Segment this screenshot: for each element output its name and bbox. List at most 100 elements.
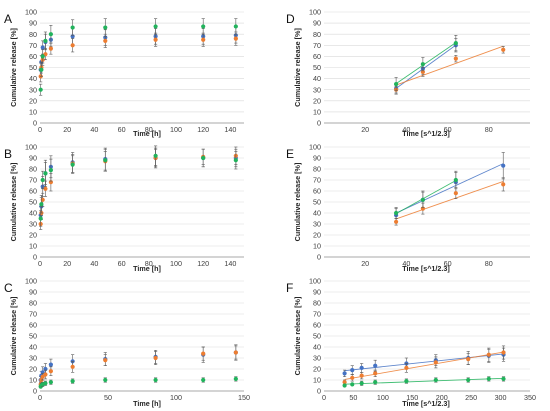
data-point (43, 372, 48, 377)
y-tick-label: 70 (29, 310, 37, 319)
data-point (43, 171, 48, 176)
data-point (501, 163, 506, 168)
data-point (39, 202, 44, 207)
data-point (39, 67, 44, 72)
x-tick-label: 60 (118, 125, 126, 134)
trendline-orange (395, 181, 504, 220)
y-tick-label: 30 (313, 220, 321, 229)
data-point (70, 25, 75, 30)
x-tick-label: 60 (444, 259, 452, 268)
data-point (48, 32, 53, 37)
data-point (70, 43, 75, 48)
y-tick-label: 90 (29, 154, 37, 163)
data-point (153, 37, 158, 42)
x-tick-label: 40 (402, 259, 410, 268)
y-tick-label: 100 (25, 277, 37, 286)
y-tick-label: 20 (313, 231, 321, 240)
series-orange (38, 146, 238, 230)
data-point (394, 210, 399, 216)
series-green (394, 170, 458, 219)
data-point (153, 24, 158, 29)
y-tick-label: 100 (309, 8, 321, 17)
panel-letter: E (286, 147, 294, 161)
series-orange (38, 345, 238, 387)
x-tick-label: 120 (197, 259, 209, 268)
y-tick-label: 100 (25, 8, 37, 17)
data-point (233, 376, 238, 381)
data-point (466, 377, 471, 383)
data-point (404, 379, 409, 384)
data-point (48, 380, 53, 385)
data-point (501, 350, 506, 355)
x-tick-label: 40 (402, 125, 410, 134)
x-tick-label: 20 (361, 125, 369, 134)
y-tick-label: 20 (29, 231, 37, 240)
data-point (453, 177, 458, 183)
data-point (486, 352, 491, 357)
y-tick-label: 90 (29, 19, 37, 28)
panel-letter: D (286, 12, 295, 26)
data-point (466, 357, 471, 362)
y-tick-label: 50 (29, 332, 37, 341)
x-tick-label: 140 (224, 125, 236, 134)
series-blue (38, 27, 238, 77)
x-tick-label: 20 (63, 259, 71, 268)
data-point (453, 40, 458, 46)
trendline-blue (395, 163, 504, 214)
x-tick-label: 20 (361, 259, 369, 268)
y-tick-label: 70 (313, 176, 321, 185)
y-axis-title: Cumulative release [%] (9, 297, 18, 376)
y-tick-label: 10 (313, 376, 321, 385)
data-point (48, 369, 53, 374)
x-tick-label: 100 (170, 259, 182, 268)
y-tick-label: 100 (25, 143, 37, 152)
series-blue (38, 147, 238, 225)
y-tick-label: 30 (29, 220, 37, 229)
data-point (103, 38, 108, 43)
data-point (420, 197, 425, 202)
y-tick-label: 40 (313, 343, 321, 352)
data-point (404, 365, 409, 370)
data-point (359, 365, 364, 370)
y-tick-label: 0 (317, 387, 321, 396)
data-point (453, 56, 458, 61)
y-tick-label: 80 (313, 299, 321, 308)
data-point (359, 381, 364, 386)
data-point (453, 191, 458, 196)
series-green (342, 376, 506, 388)
y-axis-title: Cumulative release [%] (9, 163, 18, 242)
data-point (433, 377, 438, 383)
x-tick-label: 150 (238, 393, 250, 402)
data-point (501, 182, 506, 187)
data-point (48, 168, 53, 173)
data-point (40, 54, 45, 59)
x-tick-label: 80 (145, 259, 153, 268)
y-tick-label: 0 (33, 253, 37, 262)
x-tick-label: 0 (38, 393, 42, 402)
series-green (38, 376, 238, 389)
y-tick-label: 20 (29, 365, 37, 374)
y-tick-label: 80 (313, 30, 321, 39)
trendline-orange (344, 351, 504, 380)
data-point (153, 377, 158, 383)
y-tick-label: 60 (313, 321, 321, 330)
data-point (43, 38, 48, 43)
data-point (342, 380, 347, 385)
y-tick-label: 0 (317, 119, 321, 128)
data-point (40, 45, 45, 50)
trendline-green (395, 180, 457, 214)
data-point (48, 46, 53, 51)
chart-panel-e: 0 10 20 30 40 50 60 70 80 90 100 20 40 60 80 Time [s^1/… (286, 143, 530, 273)
series-blue (38, 344, 238, 384)
x-tick-label: 250 (465, 393, 477, 402)
x-tick-label: 50 (104, 393, 112, 402)
y-tick-label: 10 (29, 242, 37, 251)
x-tick-label: 100 (170, 125, 182, 134)
y-tick-label: 10 (29, 108, 37, 117)
y-tick-label: 20 (313, 365, 321, 374)
data-point (70, 379, 75, 384)
data-point (233, 24, 238, 29)
x-tick-label: 50 (349, 393, 357, 402)
x-axis-title: Time [s^1/2.3] (402, 264, 450, 273)
